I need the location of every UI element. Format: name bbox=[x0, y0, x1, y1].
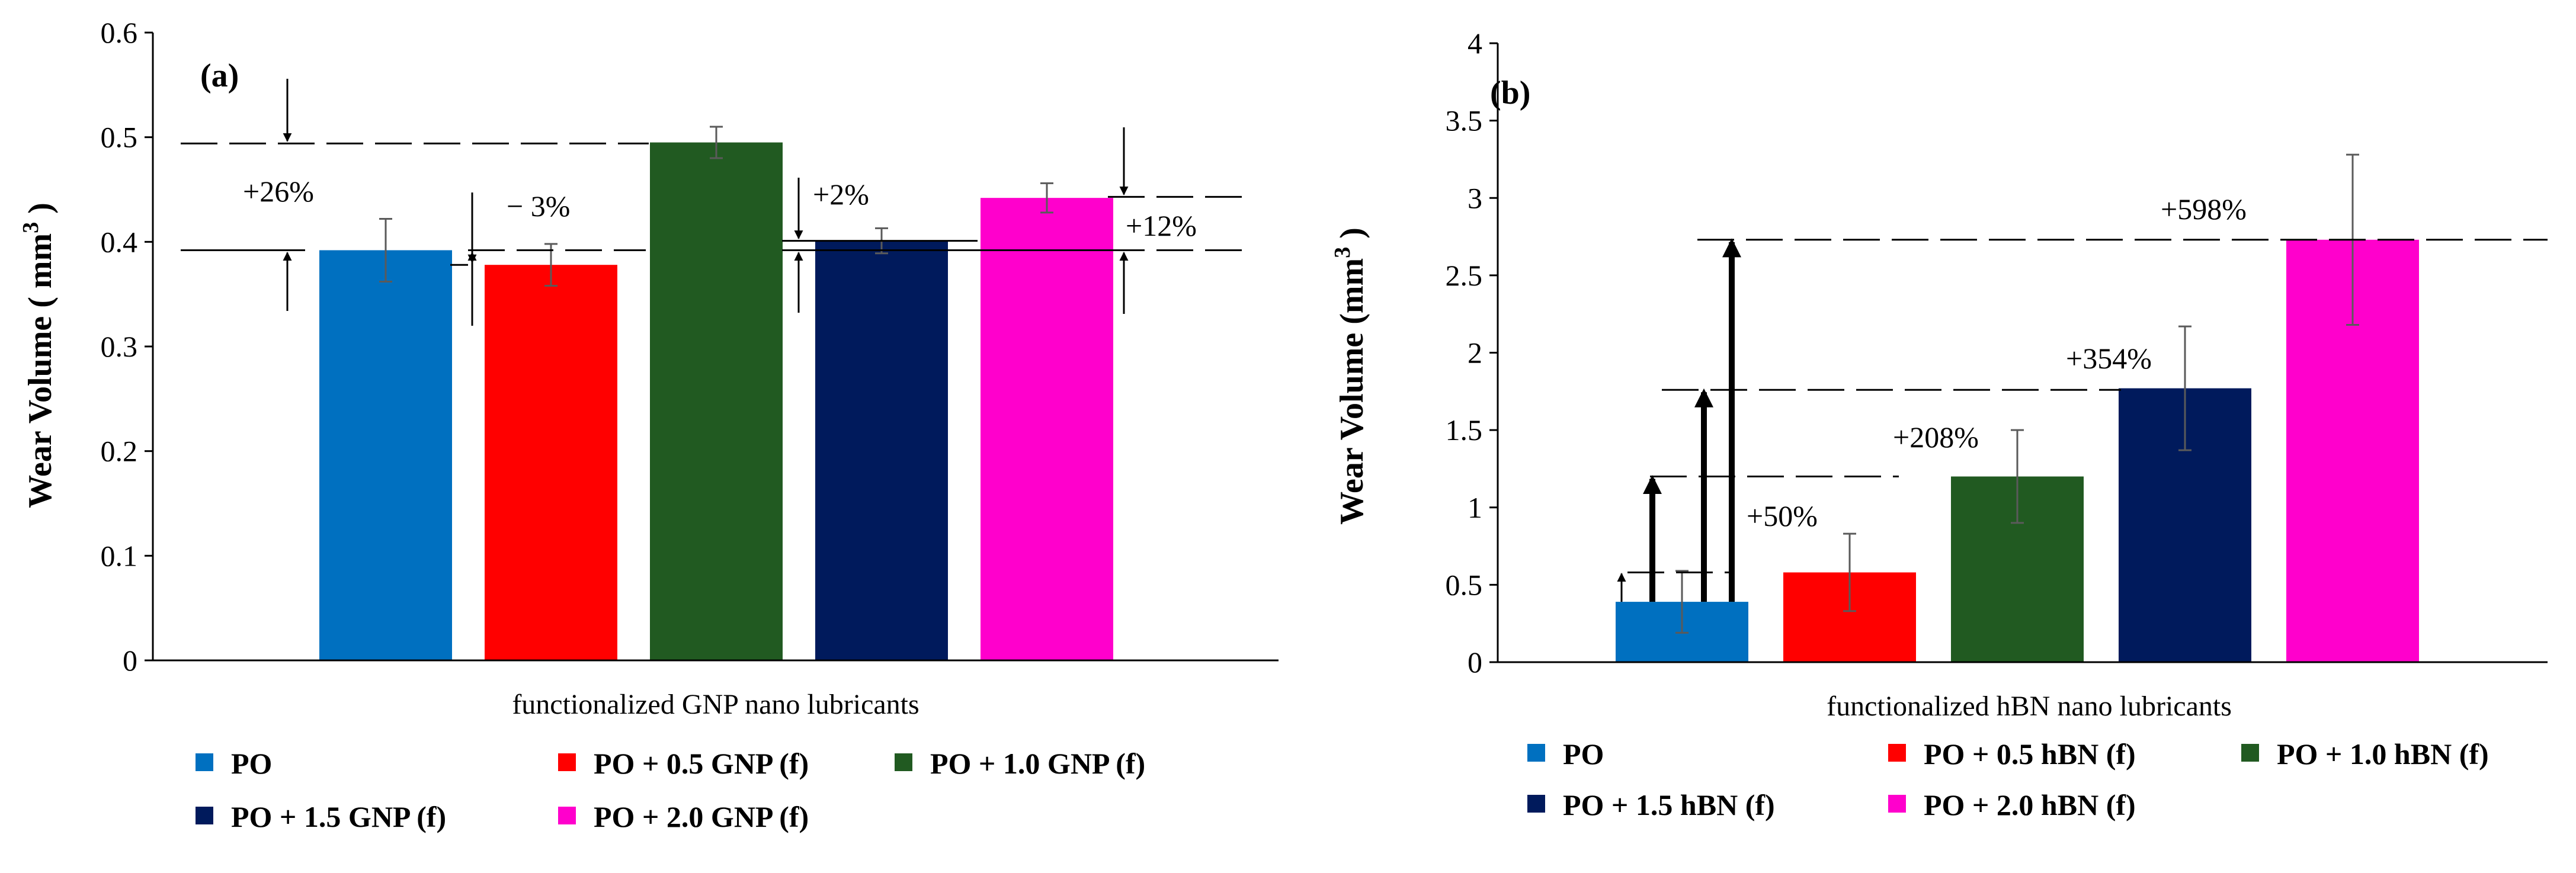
legend-swatch-3 bbox=[2241, 744, 2259, 762]
legend-swatch-5 bbox=[558, 807, 576, 824]
y-tick-label: 0.3 bbox=[101, 330, 138, 363]
y-axis-label-a: Wear Volume ( mm3 ) bbox=[18, 203, 59, 508]
annotation-4: +12% bbox=[1126, 209, 1197, 242]
annotation-1: +50% bbox=[1747, 499, 1818, 532]
annotation-2: +208% bbox=[1893, 421, 1979, 454]
y-tick-label: 4 bbox=[1468, 27, 1482, 60]
legend-swatch-4 bbox=[196, 807, 213, 824]
panel-a-label: (a) bbox=[200, 57, 239, 94]
legend-swatch-4 bbox=[1527, 795, 1545, 813]
annotation-4: +598% bbox=[2161, 192, 2247, 226]
y-tick-label: 0.1 bbox=[101, 539, 138, 572]
y-tick-label: 2.5 bbox=[1446, 259, 1483, 292]
legend-swatch-2 bbox=[1888, 744, 1906, 762]
legend-swatch-1 bbox=[196, 753, 213, 771]
legend-swatch-2 bbox=[558, 753, 576, 771]
y-tick-label: 1 bbox=[1468, 491, 1482, 524]
legend-label-5: PO + 2.0 hBN (f) bbox=[1924, 788, 2136, 821]
bar-3 bbox=[650, 142, 783, 660]
y-tick-label: 0.6 bbox=[101, 16, 138, 49]
legend-label-2: PO + 0.5 GNP (f) bbox=[594, 747, 809, 780]
legend-label-5: PO + 2.0 GNP (f) bbox=[594, 800, 809, 833]
chart-a: (a) Wear Volume ( mm3 ) functionalized G… bbox=[18, 16, 1279, 833]
y-tick-label: 0.5 bbox=[1446, 568, 1483, 601]
legend-label-4: PO + 1.5 GNP (f) bbox=[231, 800, 446, 833]
legend-label-4: PO + 1.5 hBN (f) bbox=[1563, 788, 1775, 821]
y-axis-label-b: Wear Volume (mm3 ) bbox=[1330, 227, 1370, 525]
annotation-2: − 3% bbox=[507, 190, 570, 223]
y-tick-label: 0 bbox=[123, 644, 137, 677]
y-tick-label: 0 bbox=[1468, 646, 1482, 679]
bar-1 bbox=[319, 250, 452, 660]
bar-5 bbox=[981, 198, 1113, 661]
legend-swatch-3 bbox=[895, 753, 912, 771]
y-tick-label: 0.4 bbox=[101, 225, 138, 258]
y-tick-label: 0.2 bbox=[101, 435, 138, 468]
y-tick-label: 3.5 bbox=[1446, 104, 1483, 137]
annotation-3: +354% bbox=[2066, 342, 2152, 375]
chart-b: (b) Wear Volume (mm3 ) functionalized hB… bbox=[1330, 27, 2548, 821]
bar-4 bbox=[815, 240, 948, 661]
legend-swatch-5 bbox=[1888, 795, 1906, 813]
y-tick-label: 1.5 bbox=[1446, 413, 1483, 447]
legend-swatch-1 bbox=[1527, 744, 1545, 762]
x-axis-label-a: functionalized GNP nano lubricants bbox=[512, 689, 919, 720]
legend-label-3: PO + 1.0 GNP (f) bbox=[930, 747, 1145, 780]
bar-2 bbox=[485, 265, 617, 660]
legend-label-1: PO bbox=[1563, 737, 1604, 771]
y-tick-label: 2 bbox=[1468, 336, 1482, 370]
annotation-1: +26% bbox=[243, 175, 314, 208]
legend-label-1: PO bbox=[231, 747, 272, 780]
y-tick-label: 0.5 bbox=[101, 121, 138, 154]
annotation-3: +2% bbox=[813, 178, 869, 211]
y-tick-label: 3 bbox=[1468, 181, 1482, 214]
x-axis-label-b: functionalized hBN nano lubricants bbox=[1827, 691, 2232, 722]
legend-label-2: PO + 0.5 hBN (f) bbox=[1924, 737, 2136, 771]
panel-b-label: (b) bbox=[1490, 75, 1530, 111]
legend-label-3: PO + 1.0 hBN (f) bbox=[2277, 737, 2489, 771]
